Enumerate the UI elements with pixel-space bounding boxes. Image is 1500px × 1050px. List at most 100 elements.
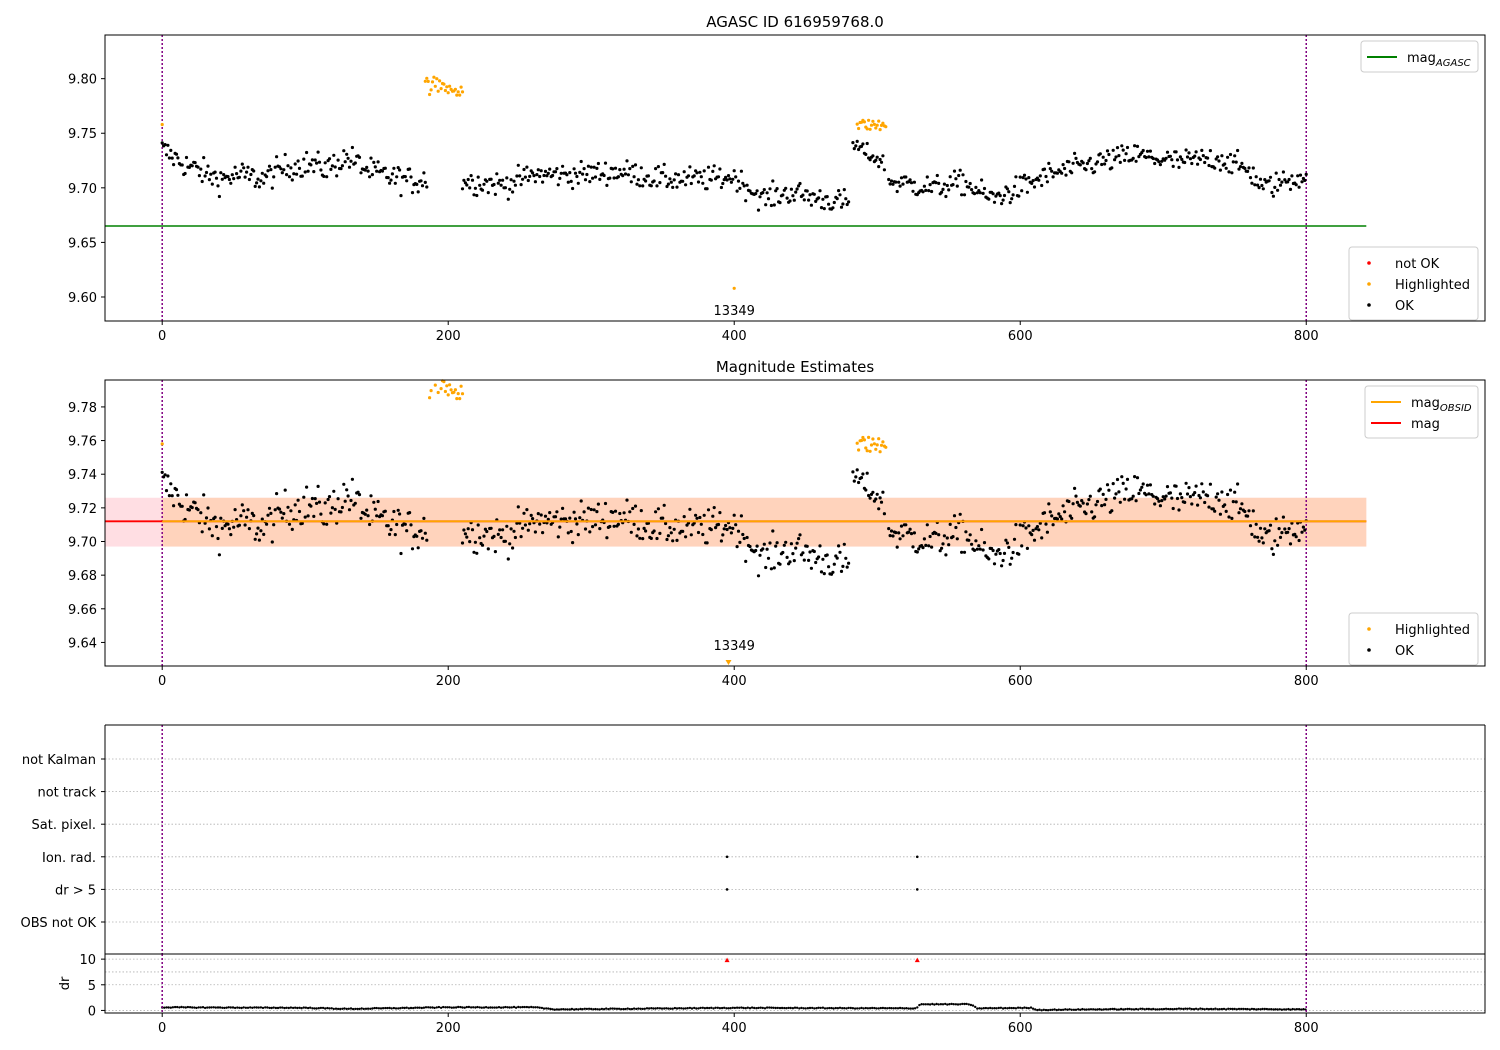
p1-ok-point: [968, 181, 972, 186]
p1-ok-point: [256, 177, 260, 181]
p4-dr-point: [1053, 1008, 1056, 1011]
p4-dr-point: [1218, 1008, 1221, 1011]
p2-ok-point: [416, 546, 420, 550]
p1-ok-point: [652, 179, 656, 183]
p2-ok-point: [711, 514, 715, 518]
p1-ok-point: [1277, 177, 1281, 182]
p2-ok-point: [1011, 550, 1015, 555]
p1-xtick-label: 600: [1008, 329, 1033, 344]
p4-dr-point: [1173, 1007, 1176, 1011]
p4-dr-point: [926, 1003, 930, 1006]
p1-ok-point: [935, 173, 939, 178]
p1-ok-point: [947, 188, 951, 192]
p1-highlighted-point: [459, 85, 463, 89]
p1-ok-point: [672, 178, 676, 182]
p2-highlighted-point: [436, 390, 440, 395]
p2-ok-point: [1200, 482, 1204, 486]
p1-ok-point: [267, 164, 272, 168]
p1-ok-point: [229, 181, 233, 185]
p1-ok-point: [934, 181, 938, 185]
p1-ok-point: [1228, 152, 1233, 157]
p4-dr-point: [935, 1002, 938, 1006]
p2-ok-point: [289, 509, 293, 513]
p2-ok-point: [641, 537, 645, 541]
p1-ok-point: [257, 185, 261, 189]
p2-ok-point: [639, 509, 643, 513]
p1-ok-point: [1030, 181, 1034, 185]
p1-ok-point: [1256, 183, 1260, 187]
p1-ok-point: [1254, 175, 1258, 179]
p1-ok-point: [1005, 187, 1010, 191]
p1-ok-point: [183, 171, 187, 176]
p2-ok-point: [669, 531, 673, 535]
p2-ytick-label: 9.72: [68, 502, 97, 517]
p4-dr-point: [860, 1006, 863, 1010]
p4-dr-point: [553, 1008, 556, 1011]
p1-ok-point: [1012, 184, 1017, 188]
p4-dr-point: [911, 1007, 915, 1010]
p4-dr-point: [225, 1006, 228, 1009]
p4-dr-point: [1036, 1008, 1039, 1012]
p2-ok-point: [649, 536, 653, 541]
p4-dr-point: [1102, 1008, 1106, 1011]
p1-ok-point: [718, 167, 722, 171]
p1-ok-point: [1133, 144, 1137, 148]
p1-ok-point: [571, 186, 575, 191]
p1-ok-point: [699, 175, 703, 179]
p1-ok-point: [283, 152, 287, 157]
p1-ok-point: [719, 185, 724, 190]
p4-dr-point: [1212, 1008, 1215, 1011]
p4-dr-point: [197, 1006, 200, 1009]
p2-ok-point: [183, 517, 187, 522]
p2-ok-point: [696, 530, 701, 535]
p4-dr-point: [684, 1007, 687, 1010]
p2-highlighted-point: [881, 440, 885, 444]
p4-dr-point: [332, 1007, 335, 1011]
p1-ok-point: [199, 167, 203, 171]
p4-dr-point: [1255, 1008, 1258, 1011]
p2-ok-point: [837, 544, 841, 548]
p1-ok-point: [332, 153, 336, 157]
p2-ok-point: [766, 556, 771, 560]
p4-dr-point: [613, 1007, 616, 1010]
p4-dr-point: [1042, 1008, 1046, 1011]
p4-dr-point: [165, 1006, 168, 1009]
p1-ok-point: [203, 174, 207, 178]
p2-ok-point: [1008, 562, 1012, 566]
p2-ok-point: [586, 506, 591, 510]
p4-dr-point: [214, 1006, 217, 1009]
p1-ok-point: [1273, 185, 1277, 189]
p4-dr-point: [1246, 1007, 1249, 1011]
p2-ok-point: [612, 524, 616, 528]
p4-dr-point: [590, 1007, 593, 1011]
p1-ok-point: [1183, 160, 1187, 165]
p1-ok-point: [1014, 175, 1018, 179]
p2-highlighted-point: [879, 443, 884, 447]
p4-dr-point: [671, 1007, 674, 1010]
p2-ok-point: [841, 564, 845, 569]
p1-ok-point: [482, 182, 486, 186]
p2-ok-point: [409, 523, 413, 527]
p1-ok-point: [894, 180, 898, 184]
p2-ok-point: [1153, 502, 1157, 506]
p1-ok-point: [1213, 166, 1217, 170]
p1-ok-point: [1276, 188, 1280, 192]
p2-ok-point: [420, 536, 425, 540]
p1-ok-point: [875, 155, 879, 159]
p2-ok-point: [603, 501, 608, 506]
p2-ok-point: [706, 508, 711, 512]
p4-dr-point: [881, 1006, 885, 1010]
p1-ok-point: [1233, 154, 1237, 158]
p2-ok-point: [505, 524, 509, 528]
p1-ok-point: [535, 173, 539, 177]
p4-dr-point: [499, 1006, 503, 1009]
p1-ok-point: [1120, 144, 1124, 148]
p1-ok-point: [987, 197, 991, 201]
p1-ok-point: [206, 164, 210, 168]
p1-ok-point: [1290, 174, 1294, 178]
p1-ok-point: [372, 160, 376, 164]
p1-ok-point: [532, 174, 536, 178]
p1-ok-point: [553, 170, 558, 174]
p4-dr-point: [1119, 1007, 1123, 1011]
p2-ok-point: [809, 566, 814, 570]
